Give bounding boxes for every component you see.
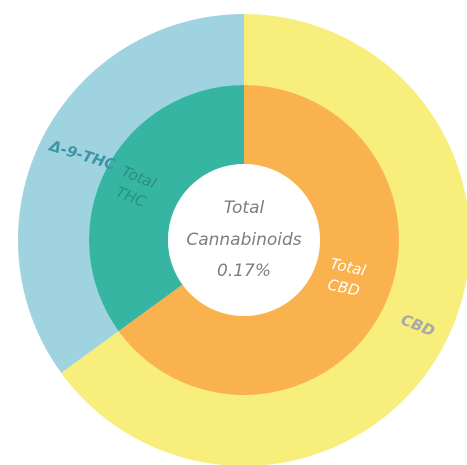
- outer-ring-slice-0: [61, 14, 467, 465]
- inner-ring-slice-1: [88, 85, 244, 332]
- center-label: Total Cannabinoids 0.17%: [186, 198, 301, 281]
- outer-ring-slice-1: [17, 13, 244, 373]
- center-label-line2: Cannabinoids: [186, 230, 301, 250]
- center-label-line3: 0.17%: [217, 261, 271, 281]
- outer-ring: [17, 13, 467, 465]
- center-hole: [168, 164, 320, 316]
- inner-ring-slice-0: [118, 85, 399, 396]
- center-label-line1: Total: [224, 198, 265, 218]
- inner-ring: [88, 85, 399, 396]
